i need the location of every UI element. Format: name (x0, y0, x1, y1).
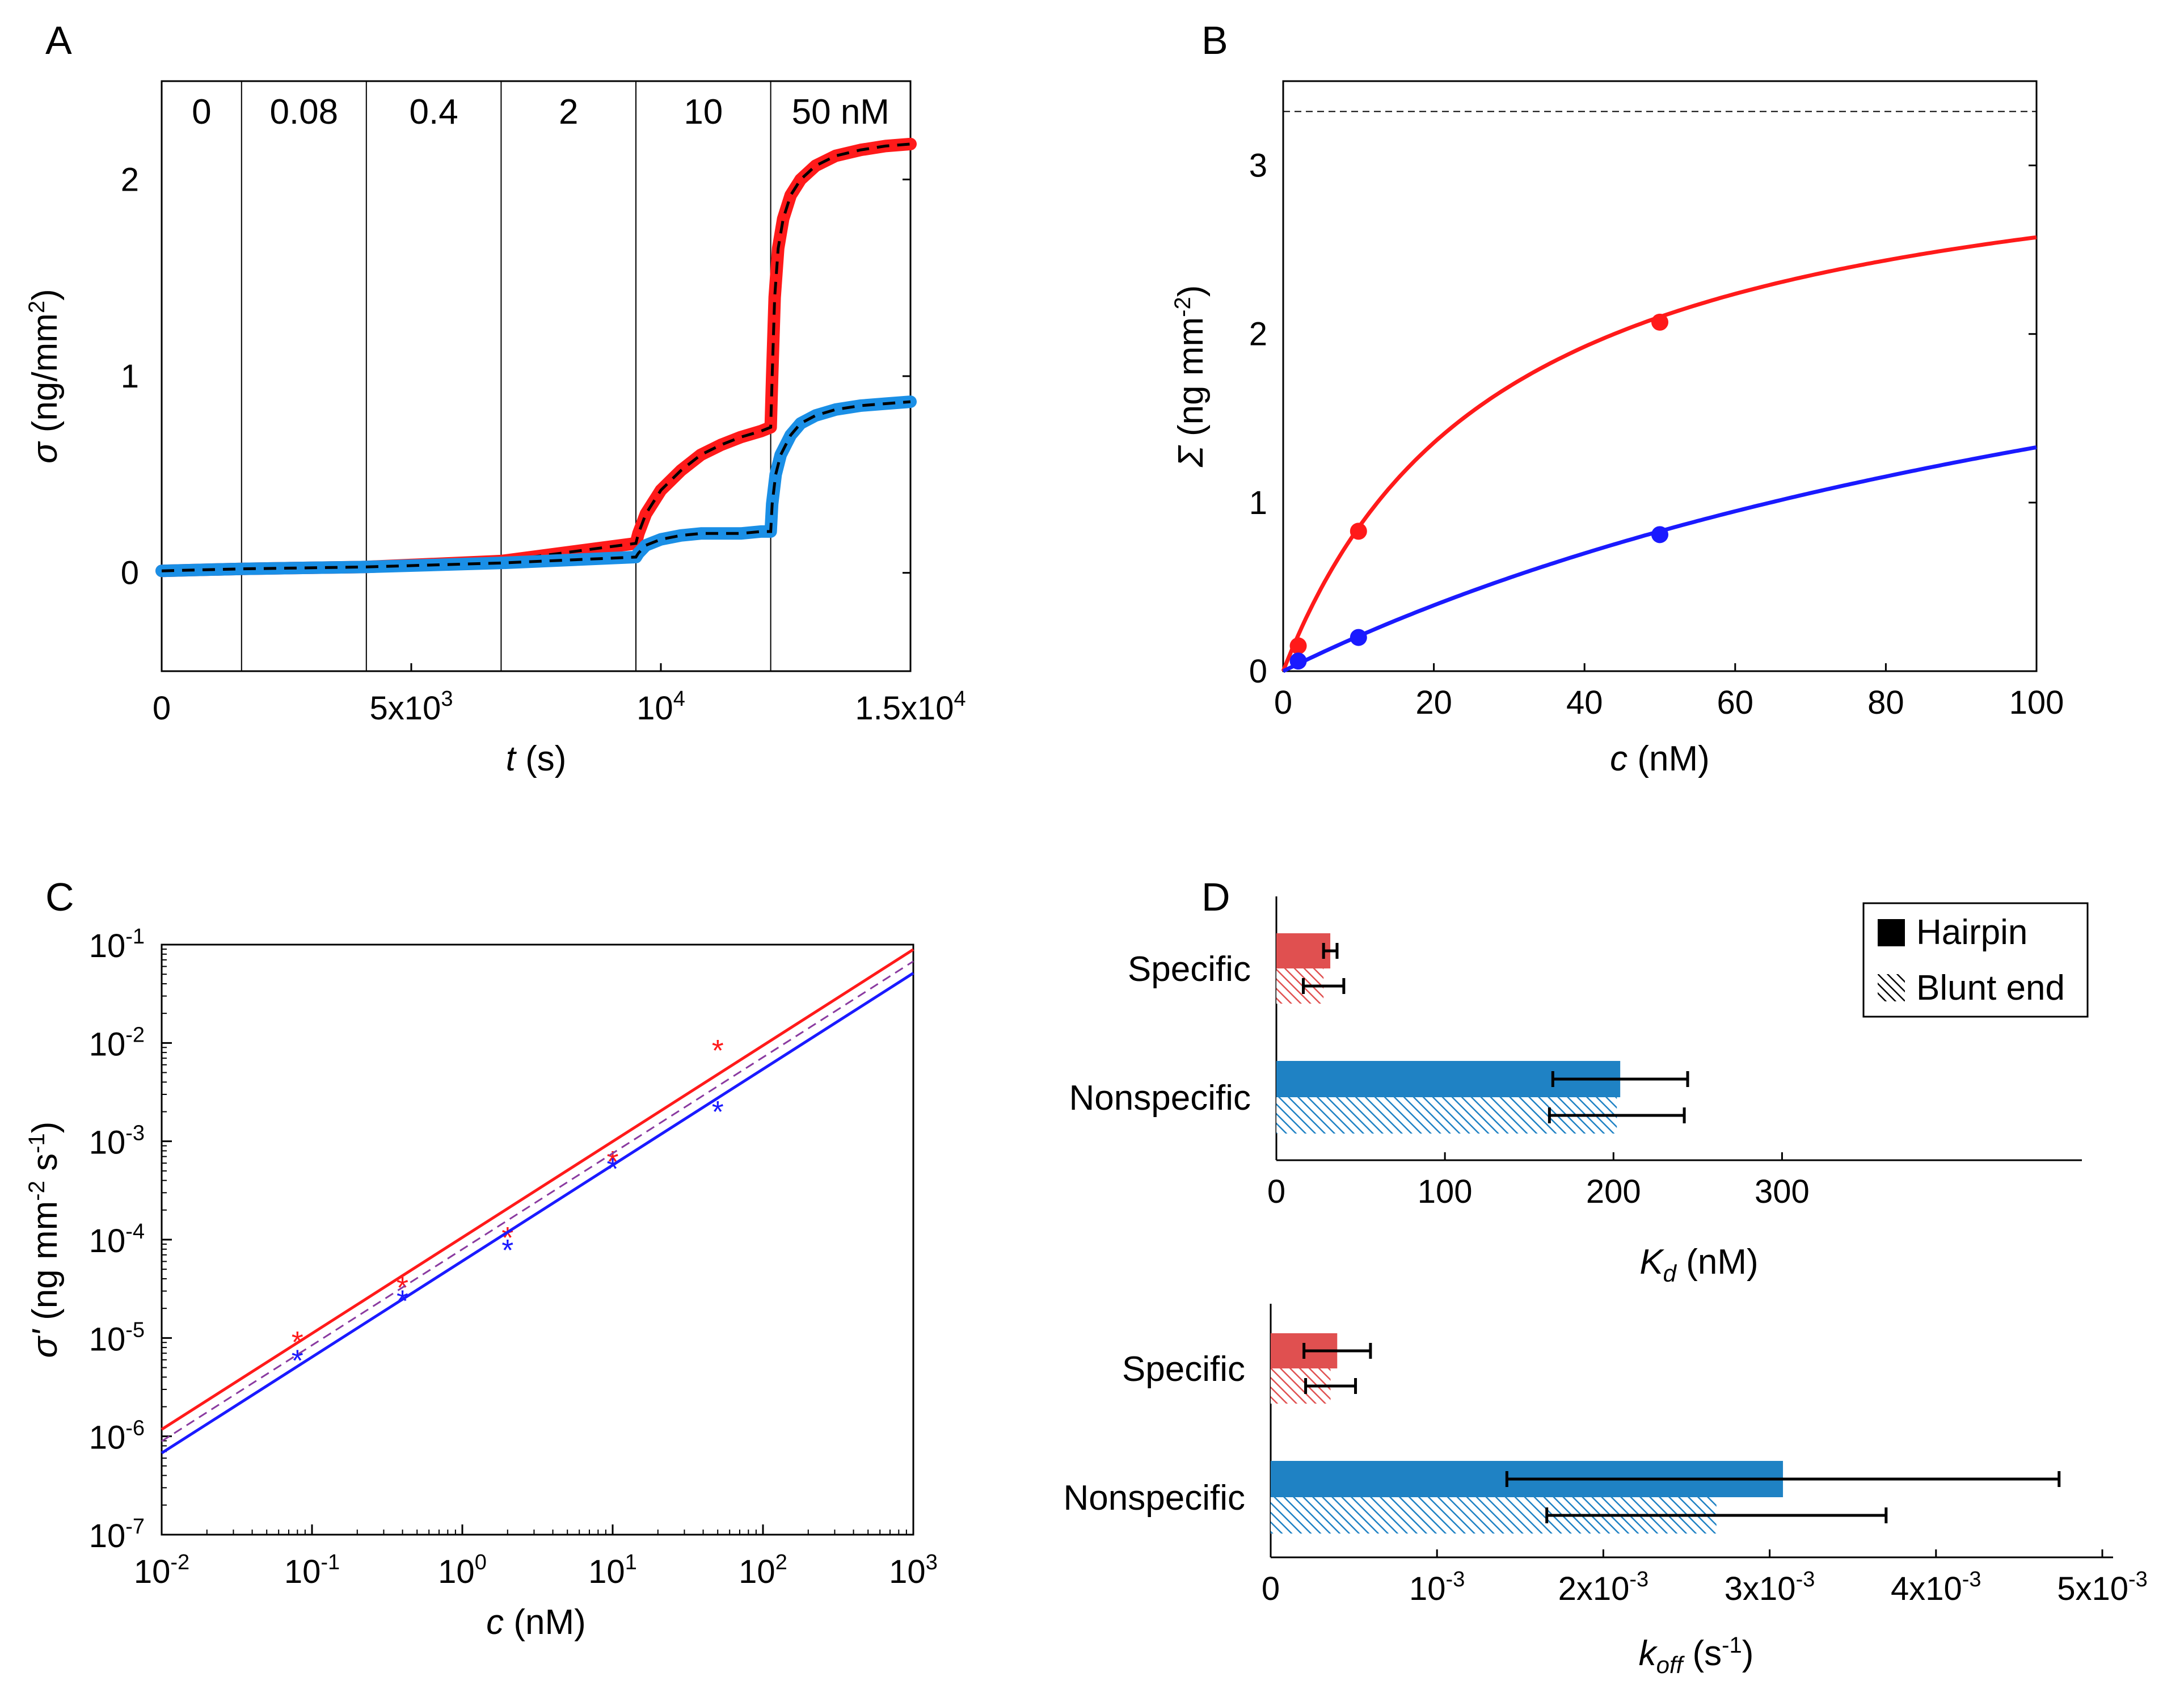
panel-b-chart: 0 20 40 60 80 100 0 1 2 3 c (nM) Σ (ng mm-2) (1170, 80, 2064, 778)
category-label-nonspecific: Nonspecific (1064, 1478, 1245, 1518)
x-tick-label: 0 (1274, 684, 1292, 721)
panel-label-d: D (1201, 875, 1230, 919)
x-tick-label: 80 (1867, 684, 1904, 721)
x-tick-label: 100 (438, 1551, 487, 1590)
y-tick-label: 10-6 (89, 1417, 145, 1456)
legend-swatch-hairpin (1878, 919, 1905, 946)
panel-d-top-chart: 0 100 200 300 Specific Nonspecific Kd (nM) H… (1069, 896, 2089, 1287)
y-tick-label: 1 (1249, 485, 1267, 521)
y-tick-label: 0 (1249, 653, 1267, 690)
category-label-nonspecific: Nonspecific (1069, 1079, 1251, 1118)
series-blue-point: * (606, 1152, 618, 1186)
panel-a-ylabel: σ (ng/mm2) (24, 289, 65, 464)
series-red-fit-curve (1281, 235, 2037, 672)
segment-label: 0.4 (409, 92, 458, 132)
y-tick-label: 2 (1249, 316, 1267, 353)
panel-a-chart: 0 0.08 0.4 2 10 50 nM 0 5x103 104 1.5x104 0 1 2 t … (24, 80, 966, 778)
x-tick-label: 104 (636, 687, 685, 727)
series-blue-point (1651, 526, 1668, 544)
x-tick-label: 1.5x104 (855, 687, 965, 727)
panel-d-bottom-xlabel: koff (s-1) (1639, 1633, 1754, 1678)
y-tick-label: 10-3 (89, 1122, 145, 1161)
x-tick-label: 300 (1755, 1173, 1810, 1210)
series-blue-point: * (292, 1343, 303, 1378)
y-tick-label: 0 (121, 555, 139, 592)
panel-d-top-xlabel: Kd (nM) (1639, 1242, 1758, 1287)
legend: Hairpin Blunt end (1862, 902, 2089, 1018)
series-mean-fit-line (161, 961, 914, 1442)
panel-label-b: B (1201, 18, 1228, 62)
panel-b-xlabel: c (nM) (1610, 739, 1710, 778)
series-blue-fit-line (161, 972, 914, 1455)
x-tick-label: 60 (1717, 684, 1754, 721)
x-tick-label: 102 (739, 1551, 787, 1590)
series-red-fit-line (161, 948, 914, 1431)
panel-a-frame (161, 80, 912, 672)
y-tick-label: 10-2 (89, 1023, 145, 1063)
series-red-point: * (712, 1034, 724, 1068)
segment-label: 10 (684, 92, 723, 132)
panel-a-xlabel: t (s) (506, 739, 567, 778)
x-tick-label: 100 (1418, 1173, 1473, 1210)
panel-label-a: A (45, 18, 72, 62)
segment-label: 0.08 (269, 92, 338, 132)
panel-c-chart: 10-2 10-1 100 101 102 103 10-7 10-6 10-5 10-4 10-… (24, 925, 938, 1642)
x-tick-label: 0 (1267, 1173, 1285, 1210)
y-tick-label: 10-1 (89, 925, 145, 964)
series-red-point: * (606, 1145, 618, 1179)
x-tick-label: 200 (1586, 1173, 1641, 1210)
x-tick-label: 5x10-3 (2057, 1568, 2148, 1607)
x-tick-label: 40 (1566, 684, 1603, 721)
series-blue-point: * (712, 1095, 724, 1129)
y-tick-label: 2 (121, 161, 139, 198)
series-red-fit (161, 142, 911, 572)
y-tick-label: 1 (121, 358, 139, 395)
series-blue-point (1289, 652, 1307, 670)
panel-b-ylabel: Σ (ng mm-2) (1170, 285, 1211, 468)
panel-b-frame (1282, 80, 2038, 672)
panel-label-c: C (45, 875, 74, 919)
y-tick-label: 10-4 (89, 1220, 145, 1259)
series-red-point (1651, 313, 1668, 331)
x-tick-label: 10-3 (1409, 1568, 1465, 1607)
category-label-specific: Specific (1128, 950, 1251, 989)
series-red-point (1289, 637, 1307, 655)
series-blue-fit (161, 400, 911, 572)
y-tick-label: 3 (1249, 148, 1267, 184)
x-tick-label: 2x10-3 (1558, 1568, 1649, 1607)
bar-specific-hairpin (1276, 933, 1331, 968)
y-tick-label: 10-5 (89, 1318, 145, 1358)
category-label-specific: Specific (1122, 1350, 1245, 1389)
x-tick-label: 103 (889, 1551, 938, 1590)
panel-c-xlabel: c (nM) (486, 1603, 586, 1642)
x-tick-label: 10-1 (284, 1551, 340, 1590)
series-blue-point (1350, 629, 1367, 646)
x-tick-label: 5x103 (370, 687, 453, 727)
x-tick-label: 100 (2009, 684, 2064, 721)
segment-label: 0 (192, 92, 211, 132)
x-tick-label: 10-2 (134, 1551, 189, 1590)
segment-label: 2 (559, 92, 578, 132)
legend-label-hairpin: Hairpin (1916, 913, 2027, 952)
series-red-data (155, 137, 917, 578)
x-tick-label: 101 (588, 1551, 637, 1590)
legend-label-blunt-end: Blunt end (1916, 968, 2065, 1008)
x-tick-label: 4x10-3 (1891, 1568, 1981, 1607)
series-red-point (1350, 523, 1367, 540)
panel-c-ylabel: σ' (ng mm-2 s-1) (24, 1122, 65, 1358)
series-blue-point: * (501, 1233, 513, 1267)
panel-d-bottom-chart: 0 10-3 2x10-3 3x10-3 4x10-3 5x10-3 Specific No… (1064, 1304, 2148, 1678)
x-tick-label: 0 (1262, 1570, 1280, 1607)
x-tick-label: 20 (1415, 684, 1452, 721)
series-blue-point: * (397, 1284, 408, 1318)
series-red-point: * (292, 1325, 303, 1359)
segment-label: 50 nM (792, 92, 889, 132)
legend-swatch-blunt-end (1878, 974, 1905, 1001)
x-tick-label: 0 (153, 690, 171, 727)
y-tick-label: 10-7 (89, 1515, 145, 1555)
x-tick-label: 3x10-3 (1725, 1568, 1815, 1607)
